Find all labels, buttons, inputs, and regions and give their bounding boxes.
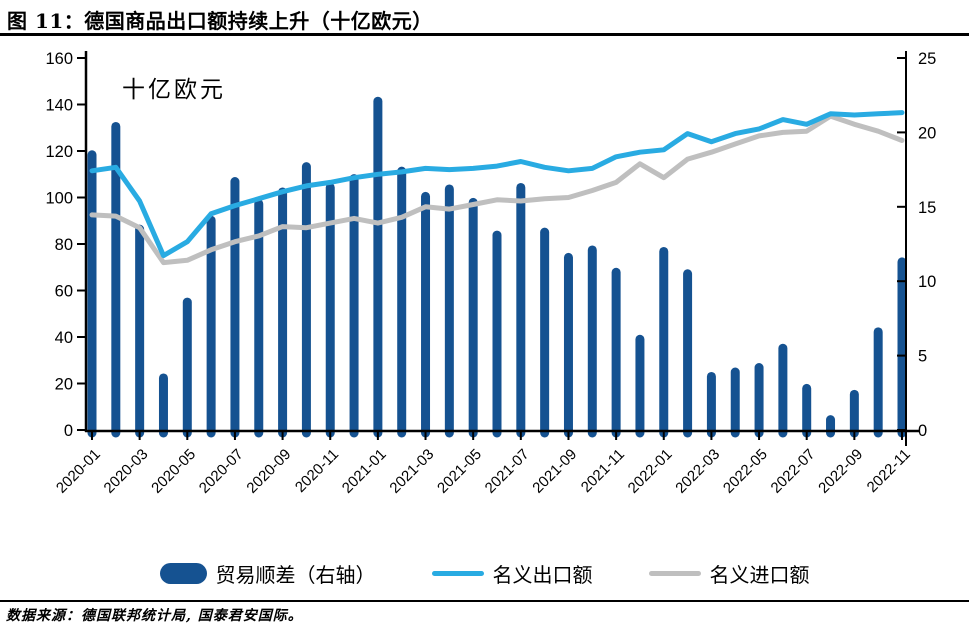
x-axis-tick-label: 2021-09: [529, 446, 580, 497]
x-axis-tick-label: 2022-09: [815, 446, 866, 497]
x-axis-tick-label: 2021-01: [339, 446, 390, 497]
left-axis-tick-label: 120: [45, 143, 73, 161]
x-axis-tick-label: 2021-05: [434, 446, 485, 497]
left-axis-tick-label: 140: [45, 97, 73, 115]
exports-line-swatch: [431, 571, 484, 576]
legend-label-imports: 名义进口额: [709, 563, 810, 587]
legend-item-trade-surplus: 贸易顺差（右轴）: [159, 559, 376, 588]
x-axis-tick-label: 2021-03: [386, 446, 437, 497]
exports-line: [89, 110, 905, 259]
left-axis-tick-label: 0: [64, 422, 73, 440]
x-axis-tick-label: 2020-03: [101, 446, 152, 497]
x-axis-tick-label: 2020-05: [148, 446, 199, 497]
figure-title: 图 11：德国商品出口额持续上升（十亿欧元）: [7, 9, 433, 33]
x-axis-tick-label: 2021-07: [482, 446, 533, 497]
footer-divider: [0, 600, 969, 602]
left-axis-tick-label: 80: [55, 236, 73, 254]
chart-canvas: 02040608010012014016005101520252020-0120…: [45, 50, 936, 497]
legend-item-imports: 名义进口额: [648, 559, 810, 588]
x-axis-tick-label: 2022-11: [864, 446, 914, 496]
imports-line: [89, 113, 905, 266]
left-axis-tick-label: 60: [55, 283, 73, 301]
legend-item-exports: 名义出口额: [431, 559, 593, 588]
legend-label-trade-surplus: 贸易顺差（右轴）: [215, 563, 376, 587]
title-divider: [0, 33, 969, 36]
x-axis-tick-label: 2020-01: [53, 446, 104, 497]
left-axis-tick-label: 20: [55, 376, 73, 394]
x-axis-tick-label: 2020-09: [243, 446, 294, 497]
x-axis-tick-label: 2022-07: [768, 446, 819, 497]
x-axis-tick-label: 2020-11: [292, 446, 342, 496]
right-axis-tick-label: 20: [918, 124, 936, 142]
unit-annotation: 十亿欧元: [122, 77, 226, 103]
right-axis-tick-label: 25: [918, 50, 936, 68]
right-axis-tick-label: 10: [918, 273, 936, 291]
left-axis-tick-label: 40: [55, 329, 73, 347]
x-axis-tick-label: 2020-07: [196, 446, 247, 497]
left-axis-tick-label: 160: [45, 50, 73, 68]
right-axis-tick-label: 15: [918, 199, 936, 217]
left-axis-tick-label: 100: [45, 190, 73, 208]
x-axis-tick-label: 2022-01: [625, 446, 676, 497]
right-axis-tick-label: 0: [918, 422, 927, 440]
imports-line-swatch: [648, 571, 701, 576]
trade-surplus-bar-swatch: [159, 563, 207, 584]
x-axis-tick-label: 2021-11: [578, 446, 628, 496]
chart-legend: 贸易顺差（右轴） 名义出口额 名义进口额: [0, 559, 969, 588]
right-axis-tick-label: 5: [918, 348, 927, 366]
source-note: 数据来源：德国联邦统计局, 国泰君安国际。: [6, 608, 303, 624]
legend-label-exports: 名义出口额: [492, 563, 593, 587]
x-axis-tick-label: 2022-05: [720, 446, 771, 497]
x-axis-tick-label: 2022-03: [672, 446, 723, 497]
